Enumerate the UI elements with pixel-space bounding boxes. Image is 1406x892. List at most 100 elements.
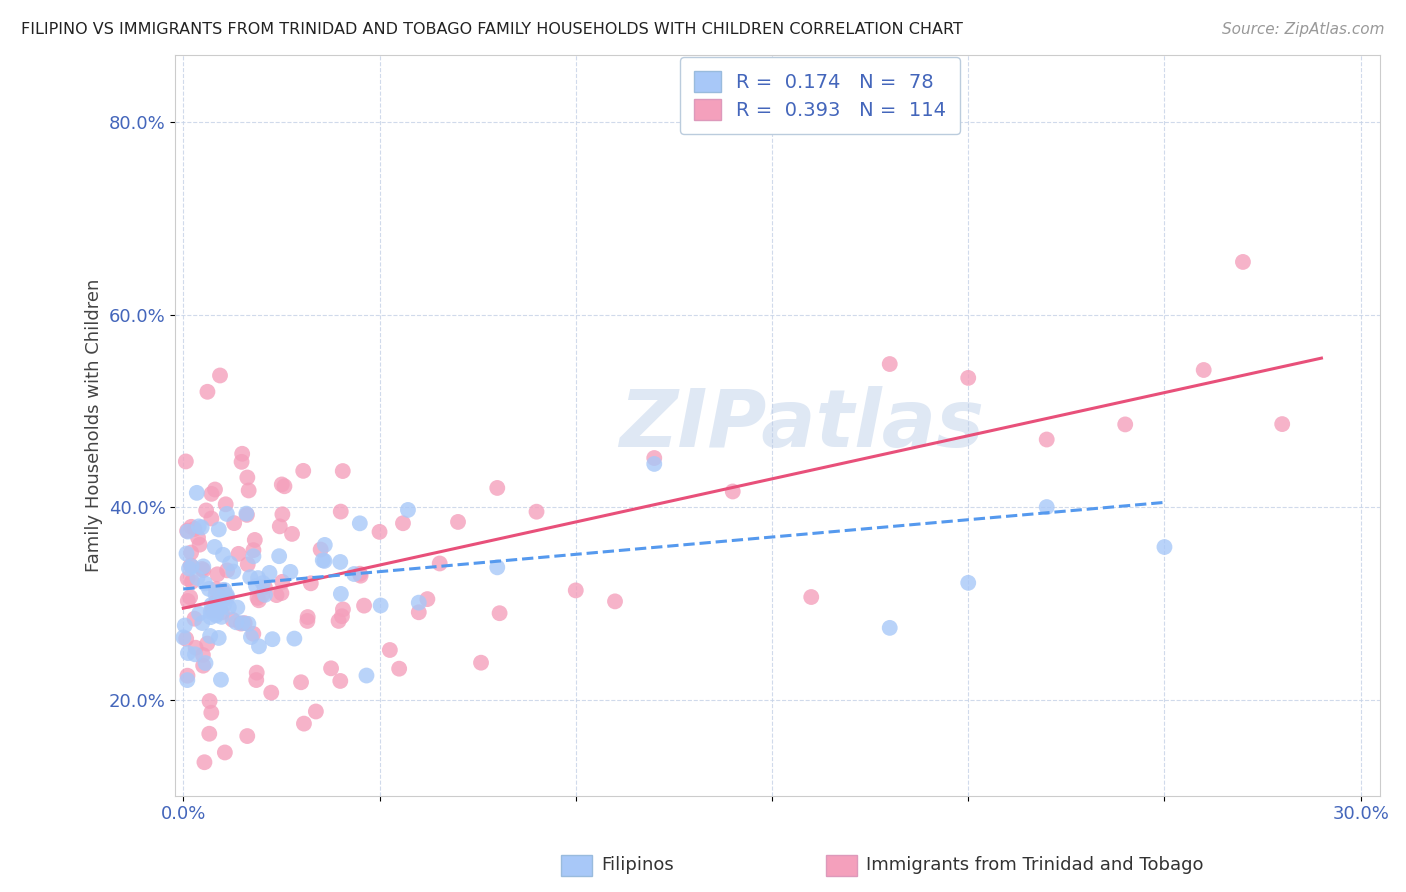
Point <box>721 484 744 499</box>
Point <box>180 558 202 573</box>
Point <box>205 608 228 623</box>
Point <box>191 615 214 630</box>
Point <box>270 586 292 600</box>
Point <box>191 648 214 662</box>
Point <box>273 479 295 493</box>
Point <box>215 588 238 602</box>
Point <box>214 746 236 760</box>
Point <box>266 588 288 602</box>
Point <box>292 716 315 731</box>
Point <box>242 627 264 641</box>
Point <box>204 588 226 602</box>
Point <box>243 533 266 547</box>
Point <box>236 470 259 484</box>
Point <box>242 549 264 564</box>
Point <box>176 669 198 683</box>
Point <box>353 599 375 613</box>
Point <box>247 571 270 585</box>
Point <box>252 576 274 591</box>
Point <box>349 566 371 581</box>
Point <box>181 574 204 589</box>
Point <box>229 616 252 631</box>
Point <box>188 538 211 552</box>
Point <box>262 632 284 647</box>
Point <box>270 477 292 491</box>
Point <box>205 582 228 596</box>
Point <box>225 615 247 630</box>
Point <box>174 632 197 646</box>
Point <box>1232 255 1254 269</box>
Point <box>204 607 226 621</box>
Point <box>193 563 215 577</box>
Point <box>186 571 208 585</box>
Point <box>329 673 352 688</box>
Point <box>200 598 222 612</box>
Text: ZIPatlas: ZIPatlas <box>620 386 984 465</box>
Point <box>200 511 222 525</box>
Point <box>191 658 214 673</box>
Point <box>177 594 200 608</box>
Point <box>186 486 208 500</box>
Point <box>305 705 328 719</box>
Point <box>356 668 378 682</box>
Point <box>174 454 197 468</box>
Point <box>212 582 235 597</box>
Text: Source: ZipAtlas.com: Source: ZipAtlas.com <box>1222 22 1385 37</box>
Point <box>429 557 451 571</box>
Point <box>488 606 510 620</box>
Point <box>180 520 202 534</box>
Point <box>408 596 430 610</box>
Point <box>211 610 233 624</box>
Point <box>194 656 217 670</box>
Point <box>250 588 273 602</box>
Point <box>297 614 319 628</box>
Point <box>1271 417 1294 431</box>
Point <box>198 727 221 741</box>
Point <box>957 371 980 385</box>
Point <box>176 572 198 586</box>
Point <box>879 621 901 635</box>
Point <box>215 497 238 511</box>
Point <box>800 590 823 604</box>
Point <box>221 613 243 627</box>
Legend: R =  0.174   N =  78, R =  0.393   N =  114: R = 0.174 N = 78, R = 0.393 N = 114 <box>681 57 960 134</box>
Point <box>603 594 626 608</box>
Point <box>368 524 391 539</box>
Point <box>188 607 211 621</box>
Point <box>236 729 259 743</box>
Point <box>195 637 218 651</box>
Point <box>215 591 238 606</box>
Point <box>329 587 352 601</box>
Point <box>239 630 262 644</box>
Point <box>207 567 229 582</box>
Point <box>330 609 353 624</box>
Point <box>470 656 492 670</box>
Point <box>231 447 253 461</box>
Point <box>1114 417 1136 432</box>
Point <box>208 523 231 537</box>
Point <box>236 508 259 522</box>
Point <box>204 540 226 554</box>
Point <box>235 507 257 521</box>
Point <box>231 616 253 631</box>
Point <box>259 566 281 580</box>
Point <box>246 591 269 605</box>
Point <box>309 542 332 557</box>
Point <box>1153 540 1175 554</box>
Point <box>526 505 548 519</box>
Point <box>222 565 245 579</box>
Point <box>314 538 336 552</box>
Point <box>219 557 242 571</box>
Point <box>447 515 470 529</box>
Point <box>200 487 222 501</box>
Point <box>242 543 264 558</box>
Point <box>299 576 322 591</box>
Point <box>565 583 588 598</box>
Point <box>297 610 319 624</box>
Point <box>211 583 233 598</box>
Point <box>280 565 302 579</box>
Point <box>198 629 221 643</box>
Point <box>416 592 439 607</box>
Point <box>211 606 233 620</box>
Point <box>271 508 294 522</box>
